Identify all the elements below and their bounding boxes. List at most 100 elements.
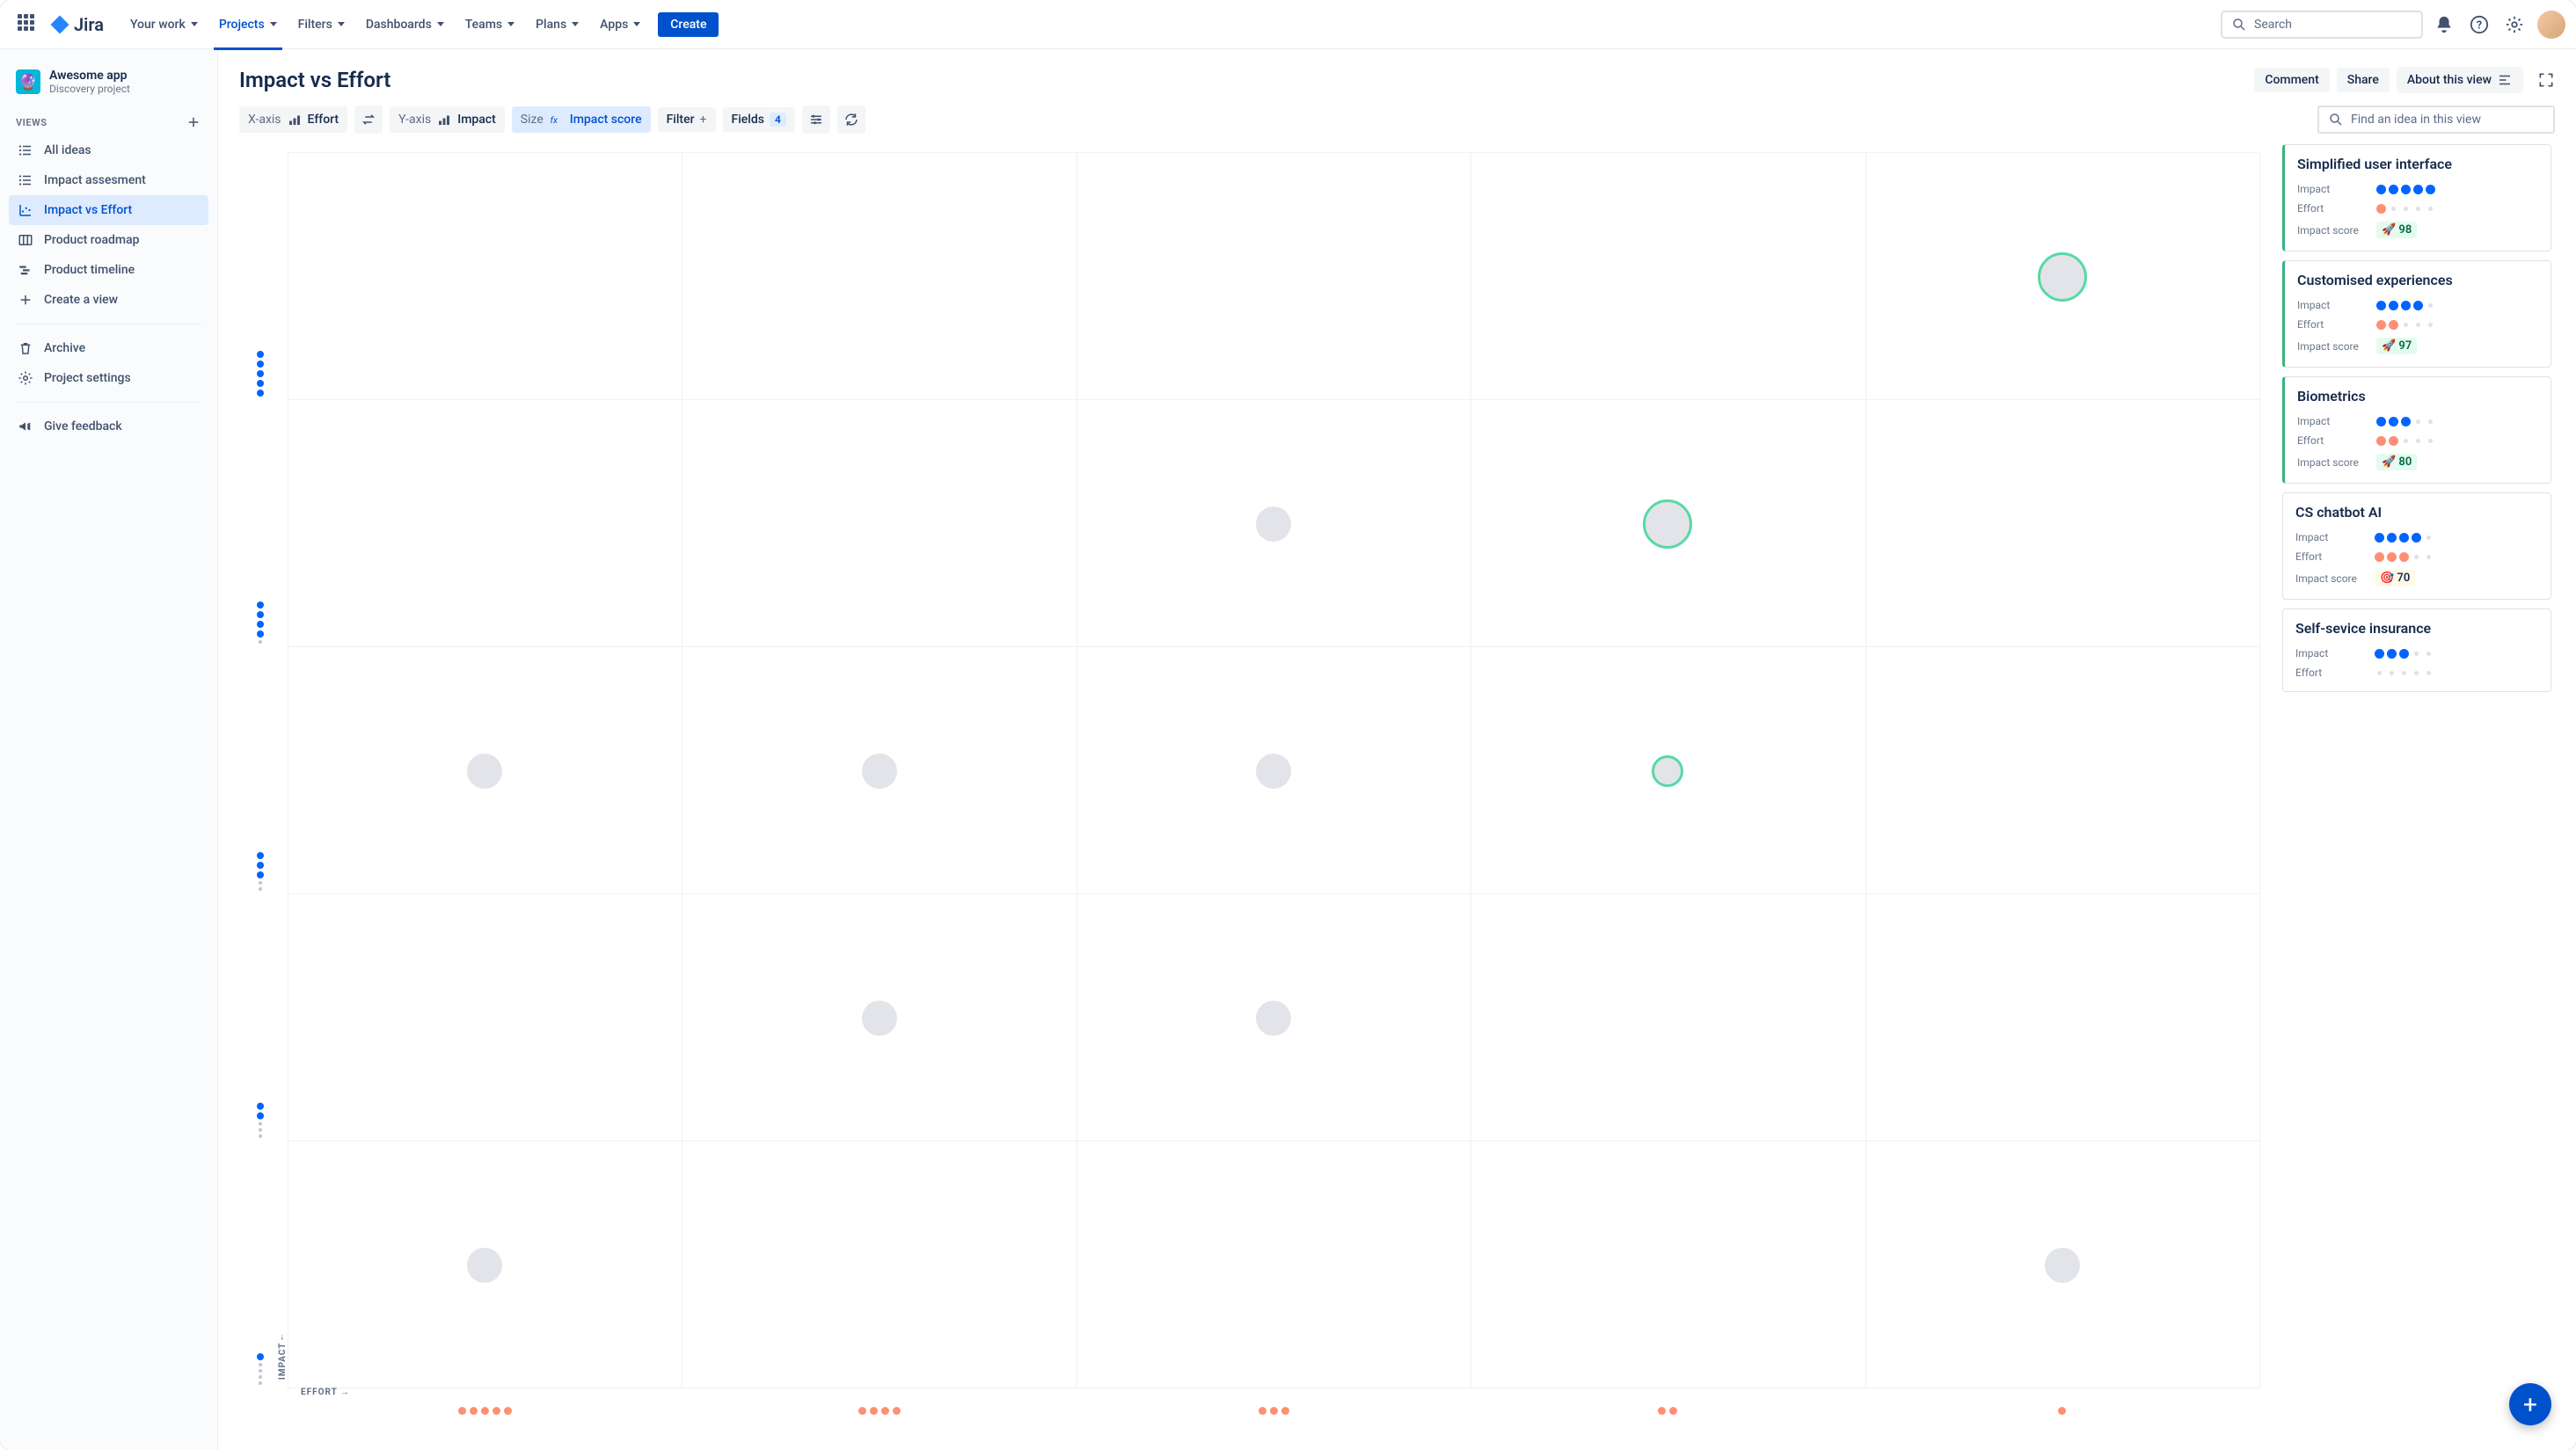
size-chip[interactable]: Size fx Impact score <box>512 106 651 133</box>
page-title: Impact vs Effort <box>239 68 2247 92</box>
filter-chip[interactable]: Filter + <box>658 107 716 132</box>
search-icon <box>2231 17 2247 33</box>
archive[interactable]: Archive <box>9 333 208 363</box>
view-impact-vs-effort[interactable]: Impact vs Effort <box>9 195 208 225</box>
chevron-down-icon <box>270 22 277 26</box>
card-title: Self-sevice insurance <box>2295 620 2538 637</box>
matrix-bubble[interactable] <box>1643 499 1692 549</box>
list-icon <box>18 142 33 158</box>
matrix-bubble[interactable] <box>467 1248 502 1283</box>
card-simplified-ui[interactable]: Simplified user interface Impact Effort … <box>2282 144 2551 251</box>
card-title: Customised experiences <box>2297 272 2538 288</box>
view-product-timeline[interactable]: Product timeline <box>9 255 208 285</box>
add-view-icon[interactable] <box>186 114 201 130</box>
y-axis-label: IMPACT <box>276 1334 288 1380</box>
card-biometrics[interactable]: Biometrics Impact Effort Impact score🚀 8… <box>2282 376 2551 484</box>
customize-icon[interactable] <box>802 106 830 134</box>
chevron-down-icon <box>507 22 514 26</box>
views-heading: VIEWS <box>16 117 47 128</box>
bars-icon <box>436 112 452 128</box>
matrix-bubble[interactable] <box>1652 755 1683 787</box>
give-feedback[interactable]: Give feedback <box>9 412 208 441</box>
card-title: Biometrics <box>2297 388 2538 404</box>
comment-button[interactable]: Comment <box>2254 68 2329 92</box>
card-customised-experiences[interactable]: Customised experiences Impact Effort Imp… <box>2282 260 2551 368</box>
nav-your-work[interactable]: Your work <box>121 12 207 37</box>
svg-text:fx: fx <box>550 114 558 126</box>
top-nav: Jira Your workProjectsFiltersDashboardsT… <box>0 0 2576 49</box>
yaxis-chip[interactable]: Y-axis Impact <box>390 106 505 133</box>
view-toolbar: X-axis Effort Y-axis Impact Size fx Impa… <box>239 106 2555 134</box>
megaphone-icon <box>18 419 33 434</box>
impact-score-badge: 🚀 98 <box>2376 222 2417 238</box>
jira-logo[interactable]: Jira <box>49 14 104 35</box>
brand-name: Jira <box>74 14 104 35</box>
impact-score-badge: 🚀 80 <box>2376 454 2417 470</box>
create-idea-fab[interactable]: + <box>2509 1383 2551 1425</box>
list-icon <box>18 172 33 188</box>
card-title: Simplified user interface <box>2297 156 2538 172</box>
nav-apps[interactable]: Apps <box>591 12 649 37</box>
create-button[interactable]: Create <box>658 12 719 37</box>
global-search[interactable]: Search <box>2221 11 2423 39</box>
view-product-roadmap[interactable]: Product roadmap <box>9 225 208 255</box>
card-self-service[interactable]: Self-sevice insurance Impact Effort <box>2282 608 2551 692</box>
project-icon: 🔮 <box>16 69 40 94</box>
notifications-icon[interactable] <box>2430 11 2458 39</box>
swap-axes-button[interactable] <box>354 106 383 134</box>
search-icon <box>2328 112 2344 128</box>
card-cs-chatbot[interactable]: CS chatbot AI Impact Effort Impact score… <box>2282 492 2551 600</box>
board-icon <box>18 232 33 248</box>
create-view[interactable]: Create a view <box>9 285 208 315</box>
nav-teams[interactable]: Teams <box>456 12 523 37</box>
list-icon <box>2497 72 2513 88</box>
project-header[interactable]: 🔮 Awesome app Discovery project <box>9 63 208 107</box>
trash-icon <box>18 340 33 356</box>
matrix-bubble[interactable] <box>1256 506 1291 542</box>
matrix-bubble[interactable] <box>1256 754 1291 789</box>
idea-list-panel: Simplified user interface Impact Effort … <box>2282 144 2555 1450</box>
user-avatar[interactable] <box>2537 11 2565 39</box>
project-settings[interactable]: Project settings <box>9 363 208 393</box>
matrix-bubble[interactable] <box>862 1001 897 1036</box>
about-view-button[interactable]: About this view <box>2397 67 2523 93</box>
matrix-bubble[interactable] <box>2038 252 2087 302</box>
chevron-down-icon <box>191 22 198 26</box>
svg-text:?: ? <box>2477 18 2482 32</box>
settings-icon[interactable] <box>2500 11 2529 39</box>
view-all-ideas[interactable]: All ideas <box>9 135 208 165</box>
impact-effort-matrix[interactable]: IMPACT EFFORT → <box>239 144 2268 1450</box>
card-title: CS chatbot AI <box>2295 504 2538 521</box>
chevron-down-icon <box>572 22 579 26</box>
timeline-icon <box>18 262 33 278</box>
fullscreen-icon[interactable] <box>2537 71 2555 89</box>
chevron-down-icon <box>338 22 345 26</box>
impact-score-badge: 🎯 70 <box>2375 570 2415 587</box>
bars-icon <box>287 112 303 128</box>
impact-score-badge: 🚀 97 <box>2376 338 2417 354</box>
matrix-bubble[interactable] <box>467 754 502 789</box>
share-button[interactable]: Share <box>2337 68 2390 92</box>
help-icon[interactable]: ? <box>2465 11 2493 39</box>
chart-icon <box>18 202 33 218</box>
nav-dashboards[interactable]: Dashboards <box>357 12 453 37</box>
fields-chip[interactable]: Fields 4 <box>723 107 795 132</box>
x-axis-label: EFFORT → <box>301 1388 350 1397</box>
matrix-bubble[interactable] <box>862 754 897 789</box>
nav-filters[interactable]: Filters <box>289 12 354 37</box>
view-impact-assesment[interactable]: Impact assesment <box>9 165 208 195</box>
main-content: Impact vs Effort Comment Share About thi… <box>218 49 2576 1450</box>
refresh-icon[interactable] <box>837 106 865 134</box>
nav-plans[interactable]: Plans <box>527 12 587 37</box>
matrix-bubble[interactable] <box>2045 1248 2080 1283</box>
chevron-down-icon <box>437 22 444 26</box>
matrix-bubble[interactable] <box>1256 1001 1291 1036</box>
find-idea-input[interactable]: Find an idea in this view <box>2317 106 2555 134</box>
project-title: Awesome app <box>49 69 130 83</box>
chevron-down-icon <box>633 22 640 26</box>
app-switcher-icon[interactable] <box>18 14 39 35</box>
nav-projects[interactable]: Projects <box>210 12 286 37</box>
search-placeholder: Search <box>2254 18 2292 32</box>
xaxis-chip[interactable]: X-axis Effort <box>239 106 347 133</box>
plus-icon <box>18 292 33 308</box>
